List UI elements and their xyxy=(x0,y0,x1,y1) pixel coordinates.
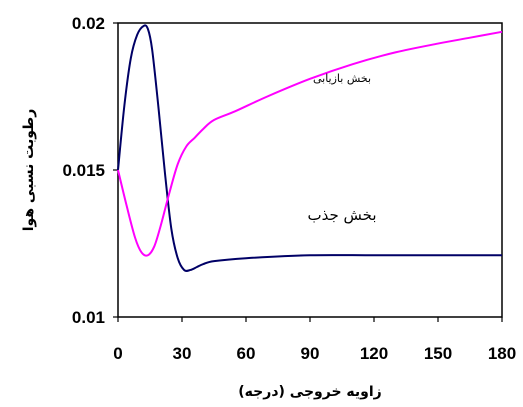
y-tick-label: 0.02 xyxy=(72,14,105,33)
series-line-2 xyxy=(117,30,503,257)
y-tick-label: 0.015 xyxy=(62,161,105,180)
x-tick-label: 60 xyxy=(237,344,256,363)
x-tick-label: 30 xyxy=(173,344,192,363)
x-tick-label: 150 xyxy=(424,344,452,363)
y-axis-title: رطوبت نسبی هوا xyxy=(21,109,37,232)
x-axis-title: زاویه خروجی (درجه) xyxy=(238,384,381,400)
annotation-label: بخش بازیابی xyxy=(313,72,371,85)
series-line-1 xyxy=(117,24,502,272)
x-tick-label: 120 xyxy=(360,344,388,363)
annotation-label: بخش جذب xyxy=(307,206,376,224)
x-tick-label: 0 xyxy=(113,344,122,363)
x-tick-label: 180 xyxy=(488,344,516,363)
y-tick-label: 0.01 xyxy=(72,308,105,327)
x-tick-label: 90 xyxy=(301,344,320,363)
